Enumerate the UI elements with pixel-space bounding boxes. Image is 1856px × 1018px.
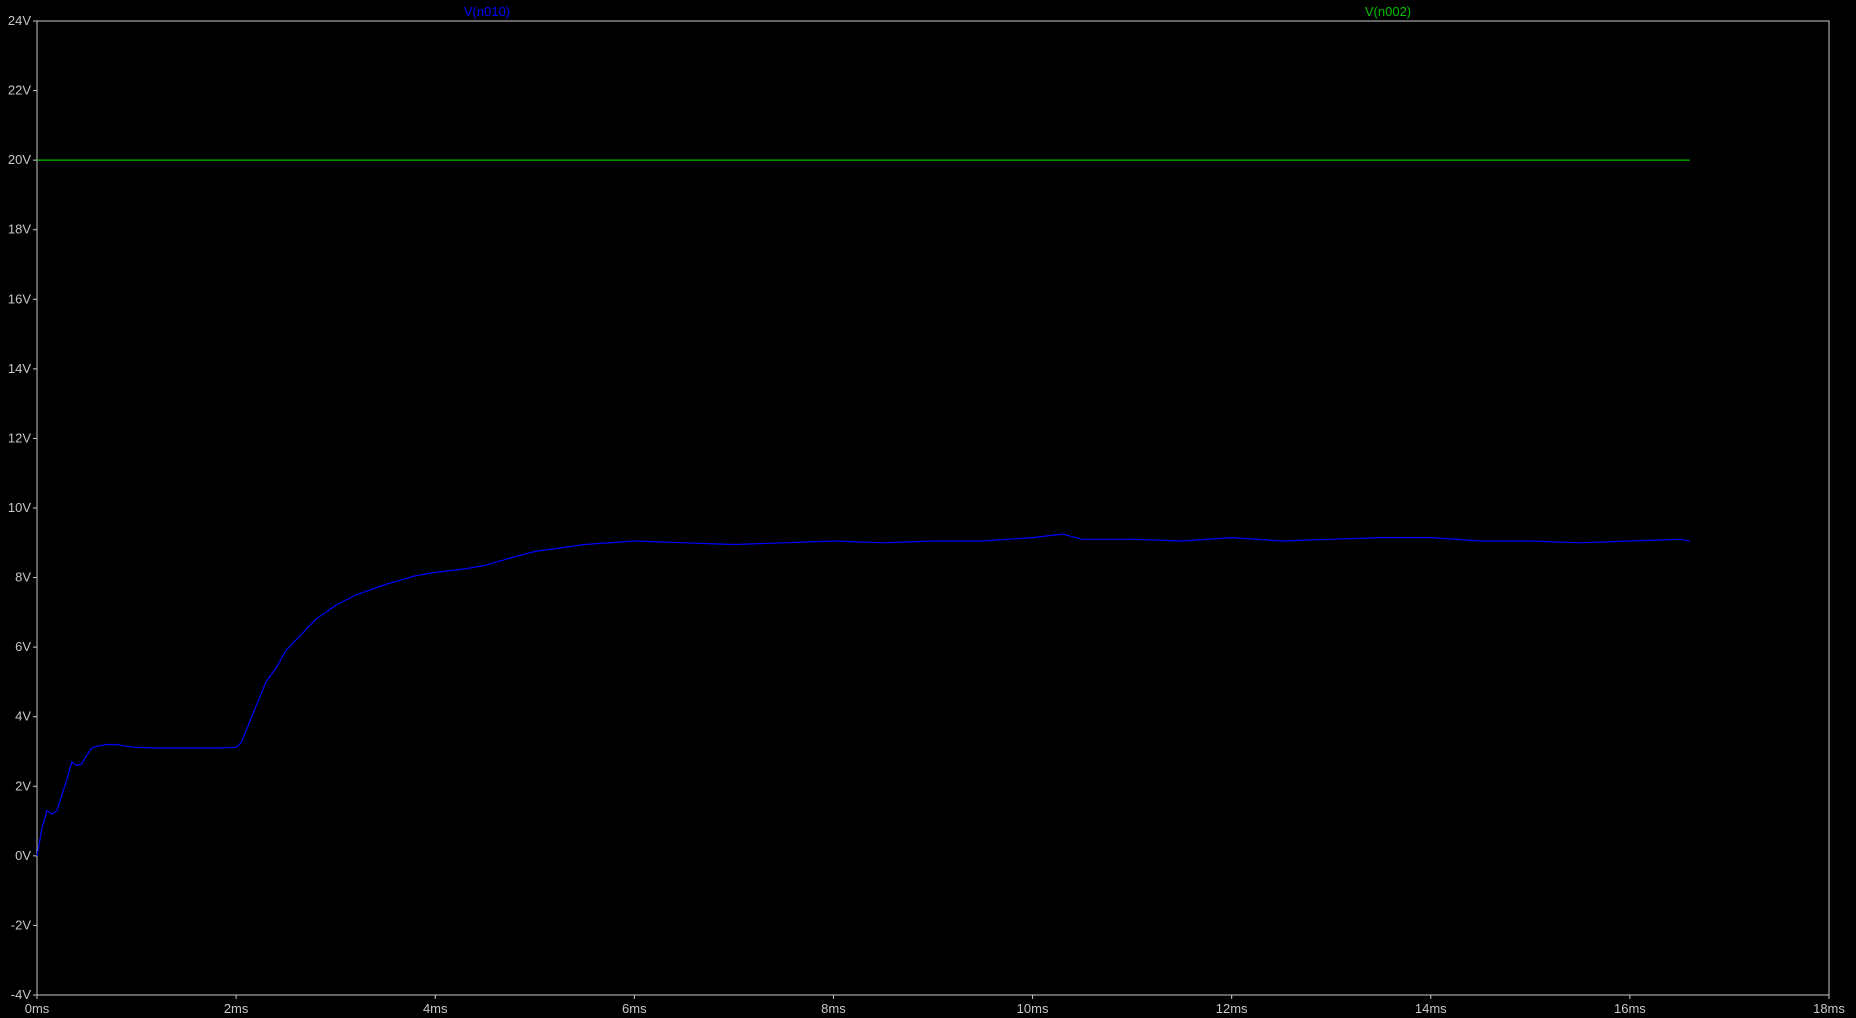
y-tick-label: 20V <box>8 152 31 167</box>
y-tick-label: 4V <box>15 709 31 724</box>
legend-label-v-n010[interactable]: V(n010) <box>464 4 510 19</box>
x-tick-label: 0ms <box>25 1001 50 1016</box>
x-tick-label: 10ms <box>1017 1001 1049 1016</box>
y-tick-label: 14V <box>8 361 31 376</box>
x-axis: 0ms 2ms 4ms 6ms 8ms 10ms 12ms 14ms 16ms 18ms <box>25 995 1845 1016</box>
y-tick-label: -4V <box>11 987 32 1002</box>
y-tick-label: 10V <box>8 500 31 515</box>
legend[interactable]: V(n010) V(n002) <box>464 4 1411 19</box>
y-tick-label: 0V <box>15 848 31 863</box>
y-tick-label: 12V <box>8 430 31 445</box>
y-tick-label: 18V <box>8 222 31 237</box>
y-tick-label: -2V <box>11 917 32 932</box>
y-tick-label: 2V <box>15 778 31 793</box>
x-tick-label: 18ms <box>1813 1001 1845 1016</box>
series-layer <box>36 159 1690 857</box>
y-tick-label: 8V <box>15 570 31 585</box>
y-tick-label: 22V <box>8 83 31 98</box>
x-tick-label: 6ms <box>622 1001 647 1016</box>
y-axis: -4V -2V 0V 2V 4V 6V 8V 10V 12V 14V 16V 18V 20V 22V 24V <box>8 13 37 1002</box>
x-tick-label: 8ms <box>821 1001 846 1016</box>
x-tick-label: 16ms <box>1614 1001 1646 1016</box>
series-line-v-n010[interactable] <box>36 533 1690 857</box>
y-tick-label: 24V <box>8 13 31 28</box>
y-tick-label: 6V <box>15 639 31 654</box>
x-tick-label: 14ms <box>1415 1001 1447 1016</box>
y-tick-label: 16V <box>8 291 31 306</box>
x-tick-label: 4ms <box>423 1001 448 1016</box>
x-tick-label: 12ms <box>1216 1001 1248 1016</box>
legend-label-v-n002[interactable]: V(n002) <box>1365 4 1411 19</box>
x-tick-label: 2ms <box>224 1001 249 1016</box>
